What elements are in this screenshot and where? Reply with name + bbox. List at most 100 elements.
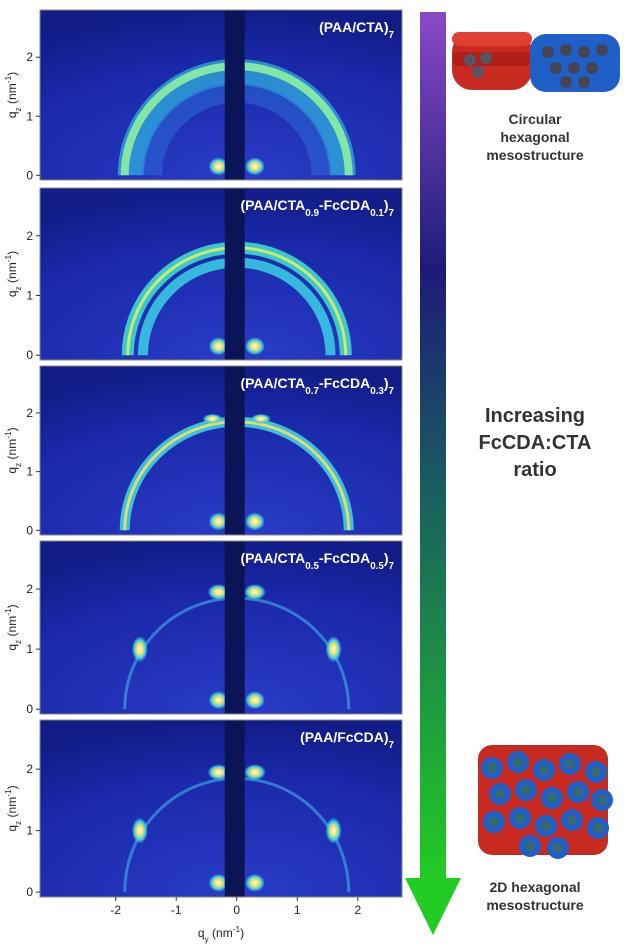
text-part: -FcCDA <box>319 550 370 566</box>
text-part: 7 <box>389 386 395 397</box>
circular-illustration <box>452 32 620 92</box>
y-tick-label: 1 <box>26 642 33 656</box>
y-axis-label: qz (nm-1) <box>3 427 23 473</box>
x-tick-label: 1 <box>294 903 301 917</box>
y-tick-label: 2 <box>26 229 33 243</box>
annotation: Increasing <box>485 405 585 427</box>
hexagonal-illustration <box>478 745 613 859</box>
frame <box>39 9 403 181</box>
y-axis-label: qz (nm-1) <box>3 251 23 297</box>
text-part: 0.3 <box>370 386 384 397</box>
annotation: Circular <box>509 111 562 127</box>
text-part: 7 <box>389 30 395 41</box>
spot <box>244 337 265 356</box>
text-part: ) <box>240 926 244 940</box>
text-part: (PAA/CTA <box>240 197 305 213</box>
text-part: -1 <box>3 789 13 797</box>
beam-stop <box>224 188 245 360</box>
scattering-image <box>40 366 402 535</box>
panel-title: (PAA/CTA0.7-FcCDA0.3)7 <box>240 375 394 397</box>
text-part: 0.5 <box>370 561 384 572</box>
spot <box>244 157 265 176</box>
panel-title: (PAA/CTA)7 <box>319 19 394 41</box>
y-axis-label: qz (nm-1) <box>3 785 23 831</box>
y-axis-label: qz (nm-1) <box>3 604 23 650</box>
beam-stop <box>224 10 245 180</box>
frame <box>39 540 403 715</box>
text-part: 0.1 <box>370 208 384 219</box>
image-background <box>40 720 402 897</box>
beam-stop <box>224 366 245 535</box>
text-part: ) <box>5 785 19 789</box>
text-part: -1 <box>3 255 13 263</box>
text-part: -1 <box>3 76 13 84</box>
scattering-image <box>40 541 402 714</box>
text-part: y <box>205 934 210 944</box>
spot <box>208 337 229 356</box>
text-part: -1 <box>233 924 241 934</box>
text-part: (nm <box>5 797 19 821</box>
y-tick-label: 0 <box>26 348 33 362</box>
text-part: q <box>5 644 19 651</box>
text-part: (PAA/FcCDA) <box>300 729 388 745</box>
y-tick-label: 1 <box>26 109 33 123</box>
text-part: (nm <box>5 616 19 640</box>
spot <box>325 636 342 663</box>
text-part: ) <box>384 550 389 566</box>
spot <box>208 691 229 710</box>
spot <box>208 873 229 892</box>
spot <box>131 636 148 663</box>
spot <box>207 764 230 781</box>
text-part: z <box>13 286 23 290</box>
spot <box>243 764 266 781</box>
spot <box>250 413 271 424</box>
panel-title: (PAA/FcCDA)7 <box>300 729 394 751</box>
text-part: ) <box>384 375 389 391</box>
scattering-image <box>40 188 402 360</box>
scattering-image <box>40 720 402 897</box>
y-tick-label: 2 <box>26 762 33 776</box>
annotation: mesostructure <box>486 897 583 913</box>
text-part: ) <box>5 72 19 76</box>
y-tick-label: 0 <box>26 523 33 537</box>
arrow-head <box>405 878 461 935</box>
text-part: q <box>198 926 205 940</box>
y-tick-label: 0 <box>26 702 33 716</box>
frame <box>39 719 403 898</box>
text-part: q <box>5 290 19 297</box>
text-part: z <box>13 463 23 467</box>
text-part: (nm <box>209 926 233 940</box>
y-axis-label: qz (nm-1) <box>3 72 23 118</box>
text-part: (PAA/CTA <box>240 375 305 391</box>
spot <box>325 817 342 844</box>
spot <box>244 691 265 710</box>
text-part: -1 <box>3 608 13 616</box>
x-tick-label: 2 <box>354 903 361 917</box>
x-tick-label: 0 <box>233 903 240 917</box>
text-part: (PAA/CTA <box>240 550 305 566</box>
beam-stop <box>224 720 245 897</box>
frame <box>39 365 403 536</box>
annotation: mesostructure <box>486 147 583 163</box>
text-part: 7 <box>389 740 395 751</box>
x-tick-label: -1 <box>171 903 182 917</box>
text-part: q <box>5 467 19 474</box>
text-part: (nm <box>5 83 19 107</box>
spot <box>208 157 229 176</box>
text-part: q <box>5 825 19 832</box>
spot <box>244 512 265 531</box>
image-background <box>40 541 402 714</box>
annotation: ratio <box>513 459 556 481</box>
annotation: 2D hexagonal <box>489 879 580 895</box>
text-part: 0.7 <box>305 386 319 397</box>
text-part: z <box>13 640 23 644</box>
frame <box>39 187 403 361</box>
panel-title: (PAA/CTA0.5-FcCDA0.5)7 <box>240 550 394 572</box>
beam-stop <box>224 541 245 714</box>
y-tick-label: 0 <box>26 168 33 182</box>
annotation: FcCDA:CTA <box>479 432 592 454</box>
y-tick-label: 1 <box>26 465 33 479</box>
spot <box>202 413 223 424</box>
text-part: -1 <box>3 431 13 439</box>
text-part: 7 <box>389 208 395 219</box>
